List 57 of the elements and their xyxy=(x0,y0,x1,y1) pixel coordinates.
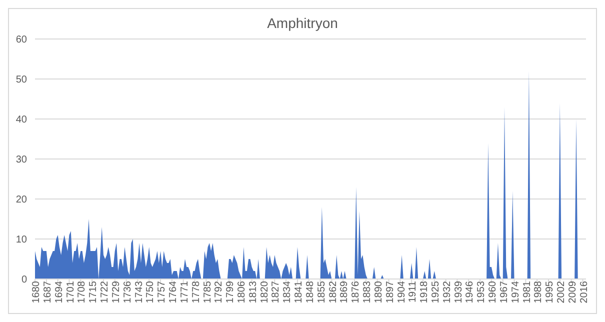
x-tick-label: 1736 xyxy=(122,280,134,304)
y-tick-label: 50 xyxy=(16,74,28,86)
x-tick-label: 1995 xyxy=(544,280,556,304)
x-tick-label: 1974 xyxy=(510,280,522,304)
x-tick-label: 1694 xyxy=(54,280,65,304)
x-tick-label: 1918 xyxy=(419,280,430,304)
x-tick-label: 1771 xyxy=(179,280,190,304)
x-tick-label: 1743 xyxy=(134,280,145,304)
x-tick-label: 1869 xyxy=(339,280,350,304)
x-tick-label: 1946 xyxy=(464,280,476,304)
x-tick-label: 1813 xyxy=(248,280,259,304)
x-tick-label: 1988 xyxy=(533,280,544,304)
x-tick-label: 1925 xyxy=(430,280,442,304)
x-tick-label: 1729 xyxy=(110,280,122,304)
x-tick-label: 1932 xyxy=(442,280,453,304)
x-tick-label: 1953 xyxy=(476,280,488,304)
x-tick-label: 1848 xyxy=(304,280,316,304)
x-tick-label: 1862 xyxy=(328,280,339,304)
x-tick-label: 1911 xyxy=(408,280,419,303)
x-tick-label: 1715 xyxy=(88,280,100,304)
x-tick-label: 1841 xyxy=(294,280,305,304)
y-tick-label: 0 xyxy=(21,274,28,286)
chart-title: Amphitryon xyxy=(266,14,339,33)
x-tick-label: 1897 xyxy=(384,280,396,304)
x-tick-label: 1792 xyxy=(214,280,225,304)
x-tick-label: 1778 xyxy=(190,280,202,304)
x-tick-label: 1722 xyxy=(100,280,111,304)
x-tick-label: 1687 xyxy=(42,280,54,304)
x-tick-label: 1876 xyxy=(350,280,362,304)
y-tick-label: 60 xyxy=(16,34,28,46)
x-tick-label: 1855 xyxy=(316,280,328,304)
x-tick-label: 1806 xyxy=(236,280,248,304)
x-tick-label: 1981 xyxy=(522,280,533,304)
x-tick-label: 1757 xyxy=(156,280,168,304)
x-tick-label: 2002 xyxy=(556,280,568,304)
x-tick-label: 1883 xyxy=(362,280,374,304)
x-tick-label: 1967 xyxy=(498,280,510,304)
x-tick-label: 1799 xyxy=(225,280,236,304)
y-tick-label: 40 xyxy=(16,114,28,126)
y-tick-label: 10 xyxy=(16,234,28,246)
x-tick-label: 1960 xyxy=(488,280,499,304)
x-tick-label: 1939 xyxy=(453,280,464,304)
x-tick-label: 1708 xyxy=(76,280,88,304)
y-tick-label: 30 xyxy=(16,154,28,166)
x-tick-label: 1820 xyxy=(259,280,270,304)
x-tick-label: 1834 xyxy=(282,280,294,304)
x-tick-label: 1701 xyxy=(65,280,76,304)
x-tick-label: 1890 xyxy=(373,280,384,304)
x-tick-label: 2009 xyxy=(567,280,578,304)
x-tick-label: 1764 xyxy=(168,280,180,304)
x-tick-label: 1680 xyxy=(31,280,42,304)
x-tick-label: 1904 xyxy=(396,280,408,304)
x-tick-label: 1785 xyxy=(202,280,214,304)
x-tick-label: 2016 xyxy=(578,280,590,304)
y-tick-label: 20 xyxy=(16,194,28,206)
x-tick-label: 1827 xyxy=(270,280,282,304)
x-tick-label: 1750 xyxy=(145,280,156,304)
